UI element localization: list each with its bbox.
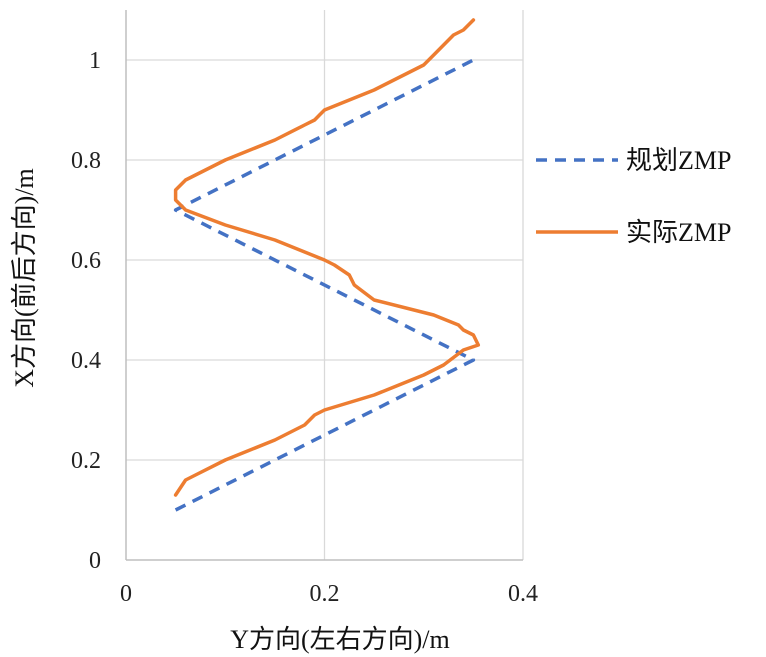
y-tick-label: 1 bbox=[89, 48, 101, 74]
series-line-actual bbox=[173, 18, 481, 497]
axes bbox=[125, 10, 523, 561]
legend-label-actual: 实际ZMP bbox=[626, 218, 731, 247]
y-tick-label: 0.6 bbox=[71, 248, 101, 274]
y-tick-label: 0 bbox=[89, 548, 101, 574]
legend: 规划ZMP 实际ZMP bbox=[536, 146, 731, 247]
series bbox=[173, 18, 481, 512]
y-tick-label: 0.2 bbox=[71, 448, 101, 474]
x-tick-label: 0.2 bbox=[310, 581, 340, 607]
y-tick-label: 0.8 bbox=[71, 148, 101, 174]
y-tick-label: 0.4 bbox=[71, 348, 101, 374]
tick-labels: 0 0.2 0.4 0.6 0.8 1 0 0.2 0.4 bbox=[71, 48, 538, 607]
x-tick-label: 0.4 bbox=[508, 581, 538, 607]
legend-item-actual: 实际ZMP bbox=[536, 218, 731, 247]
x-axis-title: Y方向(左右方向)/m bbox=[230, 625, 450, 654]
legend-item-planned: 规划ZMP bbox=[536, 146, 731, 175]
y-axis-title: X方向(前后方向)/m bbox=[10, 168, 39, 388]
legend-label-planned: 规划ZMP bbox=[626, 146, 731, 175]
series-line-planned bbox=[173, 58, 476, 512]
x-tick-label: 0 bbox=[120, 581, 132, 607]
